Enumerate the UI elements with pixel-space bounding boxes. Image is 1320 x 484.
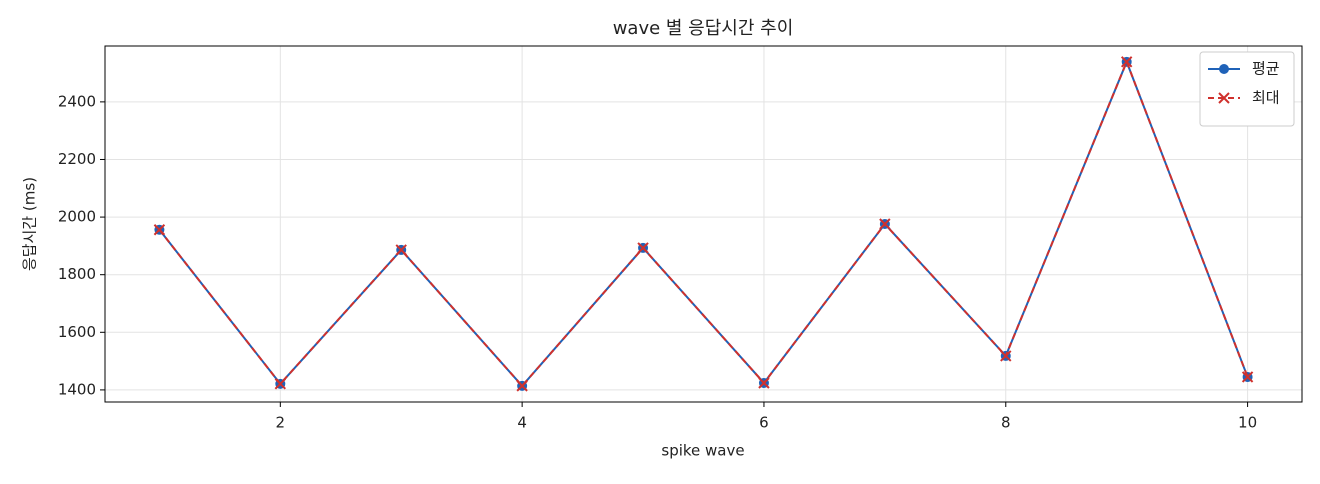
point bbox=[153, 224, 166, 236]
y-tick-label: 1800 bbox=[58, 265, 96, 283]
y-tick-label: 2200 bbox=[58, 150, 96, 168]
point bbox=[879, 218, 891, 230]
point bbox=[637, 242, 649, 254]
point bbox=[1000, 350, 1012, 362]
plot-frame bbox=[104, 45, 1303, 403]
chart-title: wave 별 응답시간 추이 bbox=[613, 18, 794, 39]
series-line bbox=[158, 59, 1249, 388]
legend-marker bbox=[1219, 64, 1229, 74]
x-tick-label: 10 bbox=[1238, 414, 1257, 432]
x-tick-label: 4 bbox=[517, 414, 527, 432]
y-tick-label: 1600 bbox=[58, 323, 96, 341]
y-tick-label: 1400 bbox=[58, 380, 96, 398]
x-axis-label: spike wave bbox=[661, 442, 744, 460]
point bbox=[1241, 371, 1254, 383]
point bbox=[395, 244, 407, 256]
point bbox=[274, 378, 287, 390]
point bbox=[1120, 56, 1133, 68]
legend-label: 평균 bbox=[1252, 60, 1280, 78]
y-tick-label: 2400 bbox=[58, 92, 96, 110]
point bbox=[516, 380, 528, 392]
x-tick-label: 2 bbox=[276, 414, 286, 432]
legend-marker bbox=[1218, 92, 1230, 104]
legend-label: 최대 bbox=[1252, 89, 1280, 107]
point bbox=[758, 377, 770, 389]
x-tick-label: 6 bbox=[759, 414, 769, 432]
y-axis-label: 응답시간 (ms) bbox=[21, 177, 39, 271]
series-line bbox=[158, 59, 1249, 388]
legend-box bbox=[1199, 51, 1295, 127]
y-tick-label: 2000 bbox=[58, 208, 96, 226]
x-tick-label: 8 bbox=[1001, 414, 1011, 432]
